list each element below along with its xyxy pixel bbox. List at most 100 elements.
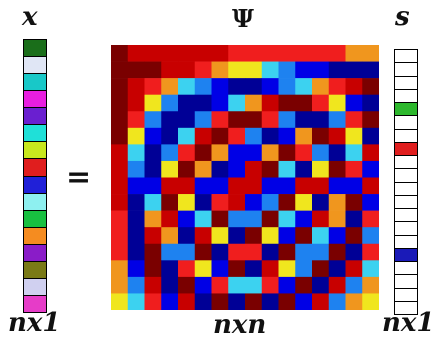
psi-matrix-cell — [328, 177, 346, 195]
psi-matrix-cell — [161, 127, 179, 145]
psi-matrix-cell — [245, 293, 263, 310]
psi-matrix-cell — [127, 260, 145, 278]
psi-matrix-cell — [178, 61, 196, 79]
psi-matrix-cell — [161, 194, 179, 211]
psi-matrix-cell — [127, 78, 145, 95]
psi-matrix-cell — [127, 94, 145, 112]
psi-matrix-cell — [295, 160, 313, 178]
psi-matrix-cell — [362, 94, 379, 112]
psi-matrix-cell — [111, 210, 129, 228]
psi-matrix-cell — [194, 160, 212, 178]
psi-matrix-cell — [345, 111, 363, 129]
psi-matrix-cell — [312, 160, 330, 178]
psi-matrix-cell — [362, 61, 379, 79]
s-vector-cell — [395, 288, 417, 302]
psi-matrix-cell — [278, 45, 296, 62]
x-vector-cell — [24, 244, 46, 262]
psi-matrix-cell — [345, 160, 363, 178]
psi-matrix-cell — [245, 194, 263, 211]
psi-matrix-cell — [261, 111, 279, 129]
psi-matrix-cell — [144, 276, 162, 294]
psi-matrix-cell — [261, 293, 279, 310]
psi-matrix-cell — [127, 194, 145, 211]
psi-matrix-cell — [127, 243, 145, 261]
psi-matrix-cell — [111, 177, 129, 195]
psi-matrix-cell — [328, 45, 346, 62]
psi-matrix-cell — [178, 293, 196, 310]
psi-matrix-cell — [178, 260, 196, 278]
psi-matrix-cell — [345, 61, 363, 79]
psi-matrix-cell — [362, 111, 379, 129]
psi-matrix-cell — [161, 61, 179, 79]
psi-matrix-cell — [228, 177, 246, 195]
s-vector-cell — [395, 222, 417, 236]
psi-matrix-cell — [278, 78, 296, 95]
psi-matrix-cell — [312, 227, 330, 245]
psi-matrix-cell — [144, 243, 162, 261]
psi-matrix-cell — [278, 61, 296, 79]
psi-matrix-cell — [127, 293, 145, 310]
psi-matrix-cell — [161, 243, 179, 261]
x-vector-cell — [24, 91, 46, 109]
psi-matrix-cell — [295, 210, 313, 228]
psi-matrix-cell — [211, 260, 229, 278]
psi-matrix-cell — [295, 45, 313, 62]
psi-matrix-cell — [211, 160, 229, 178]
psi-matrix-cell — [211, 210, 229, 228]
psi-matrix-cell — [144, 78, 162, 95]
psi-matrix-cell — [194, 61, 212, 79]
psi-matrix-cell — [144, 111, 162, 129]
psi-matrix-cell — [261, 177, 279, 195]
x-vector-cell — [24, 295, 46, 312]
psi-matrix-cell — [261, 160, 279, 178]
psi-matrix-cell — [295, 293, 313, 310]
psi-matrix-cell — [211, 78, 229, 95]
psi-matrix-cell — [328, 260, 346, 278]
psi-matrix-cell — [228, 194, 246, 211]
psi-matrix-cell — [111, 94, 129, 112]
x-vector-cell — [24, 74, 46, 92]
psi-matrix-cell — [211, 127, 229, 145]
psi-matrix-cell — [111, 45, 129, 62]
psi-matrix-cell — [328, 127, 346, 145]
psi-matrix-cell — [328, 160, 346, 178]
psi-matrix-cell — [178, 45, 196, 62]
x-vector-cell — [24, 142, 46, 160]
psi-matrix-cell — [295, 94, 313, 112]
psi-matrix-cell — [278, 293, 296, 310]
psi-matrix-cell — [144, 160, 162, 178]
s-vector-cell — [395, 275, 417, 289]
psi-matrix-cell — [228, 61, 246, 79]
psi-matrix-cell — [328, 243, 346, 261]
psi-matrix-cell — [362, 210, 379, 228]
psi-matrix-cell — [194, 194, 212, 211]
psi-matrix-cell — [278, 144, 296, 162]
psi-matrix-cell — [295, 260, 313, 278]
psi-matrix-cell — [345, 276, 363, 294]
psi-matrix-cell — [295, 243, 313, 261]
psi-matrix-cell — [328, 94, 346, 112]
psi-matrix-cell — [194, 276, 212, 294]
psi-matrix-cell — [295, 78, 313, 95]
psi-matrix-cell — [295, 194, 313, 211]
psi-matrix-cell — [127, 111, 145, 129]
psi-matrix-cell — [278, 160, 296, 178]
psi-matrix-cell — [194, 45, 212, 62]
psi-matrix-cell — [261, 194, 279, 211]
psi-matrix-cell — [245, 78, 263, 95]
s-vector-cell — [395, 262, 417, 276]
psi-matrix-cell — [295, 144, 313, 162]
s-vector-cell — [395, 195, 417, 209]
psi-matrix-cell — [261, 227, 279, 245]
psi-matrix-cell — [362, 45, 379, 62]
psi-matrix-cell — [127, 160, 145, 178]
psi-matrix-cell — [362, 144, 379, 162]
s-vector-cell — [395, 116, 417, 130]
psi-matrix-cell — [127, 177, 145, 195]
x-vector-cell — [24, 210, 46, 228]
psi-matrix-cell — [161, 45, 179, 62]
psi-matrix-cell — [261, 94, 279, 112]
x-vector-cell — [24, 176, 46, 194]
psi-matrix-cell — [312, 45, 330, 62]
psi-matrix-cell — [111, 144, 129, 162]
